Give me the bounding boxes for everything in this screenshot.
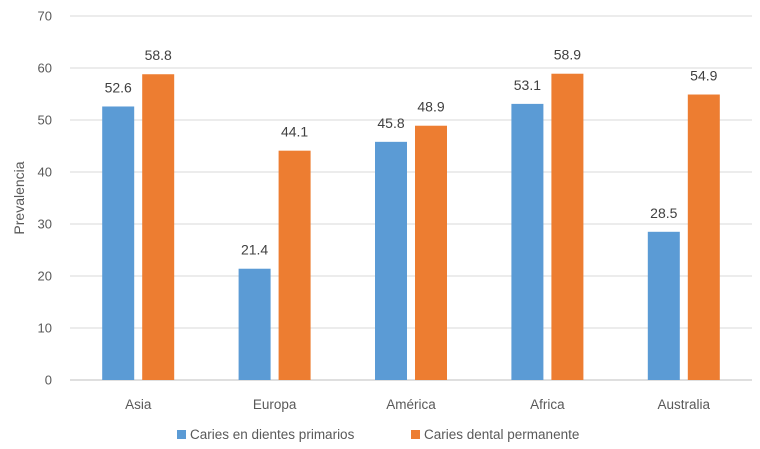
y-tick-label: 0 xyxy=(45,373,52,388)
data-label: 21.4 xyxy=(241,242,268,258)
x-category-label: Africa xyxy=(530,397,565,412)
bar-primarios-américa xyxy=(375,141,407,380)
y-tick-label: 70 xyxy=(38,9,52,24)
y-tick-label: 50 xyxy=(38,113,52,128)
data-label: 52.6 xyxy=(105,79,132,95)
legend: Caries en dientes primarios Caries dental… xyxy=(177,427,579,442)
bar-permanente-américa xyxy=(415,125,447,380)
bar-permanente-africa xyxy=(551,73,584,380)
data-label: 53.1 xyxy=(514,77,541,93)
gridlines xyxy=(70,15,752,381)
bar-primarios-asia xyxy=(102,106,135,380)
data-label: 48.9 xyxy=(417,99,444,115)
y-tick-label: 20 xyxy=(38,269,52,284)
y-tick-label: 60 xyxy=(38,61,52,76)
y-tick-label: 40 xyxy=(38,165,52,180)
x-category-label: América xyxy=(386,397,436,412)
bars xyxy=(102,73,720,381)
legend-label: Caries en dientes primarios xyxy=(190,427,355,442)
y-tick-label: 30 xyxy=(38,217,52,232)
data-label: 28.5 xyxy=(650,205,677,221)
y-axis-title: Prevalencia xyxy=(11,161,27,234)
data-label: 58.8 xyxy=(145,47,172,63)
legend-label: Caries dental permanente xyxy=(424,427,579,442)
x-category-label: Europa xyxy=(253,397,297,412)
x-category-label: Asia xyxy=(125,397,152,412)
legend-swatch xyxy=(411,430,420,439)
y-axis-ticks: 0 10 20 30 40 50 60 70 xyxy=(38,9,52,388)
data-label: 45.8 xyxy=(377,115,404,131)
x-axis-categories: Asia Europa América Africa Australia xyxy=(125,397,710,412)
x-category-label: Australia xyxy=(658,397,711,412)
bar-primarios-africa xyxy=(511,103,544,380)
bar-permanente-australia xyxy=(687,94,720,381)
data-label: 54.9 xyxy=(690,68,717,84)
data-label: 44.1 xyxy=(281,124,308,140)
y-tick-label: 10 xyxy=(38,321,52,336)
bar-primarios-australia xyxy=(647,231,680,380)
bar-permanente-asia xyxy=(142,74,175,381)
legend-swatch xyxy=(177,430,186,439)
data-label: 58.9 xyxy=(554,47,581,63)
bar-primarios-europa xyxy=(238,268,271,380)
bar-permanente-europa xyxy=(278,150,311,380)
data-labels: 52.6 58.8 21.4 44.1 45.8 48.9 53.1 58.9 28.5 54.9 xyxy=(105,47,718,258)
